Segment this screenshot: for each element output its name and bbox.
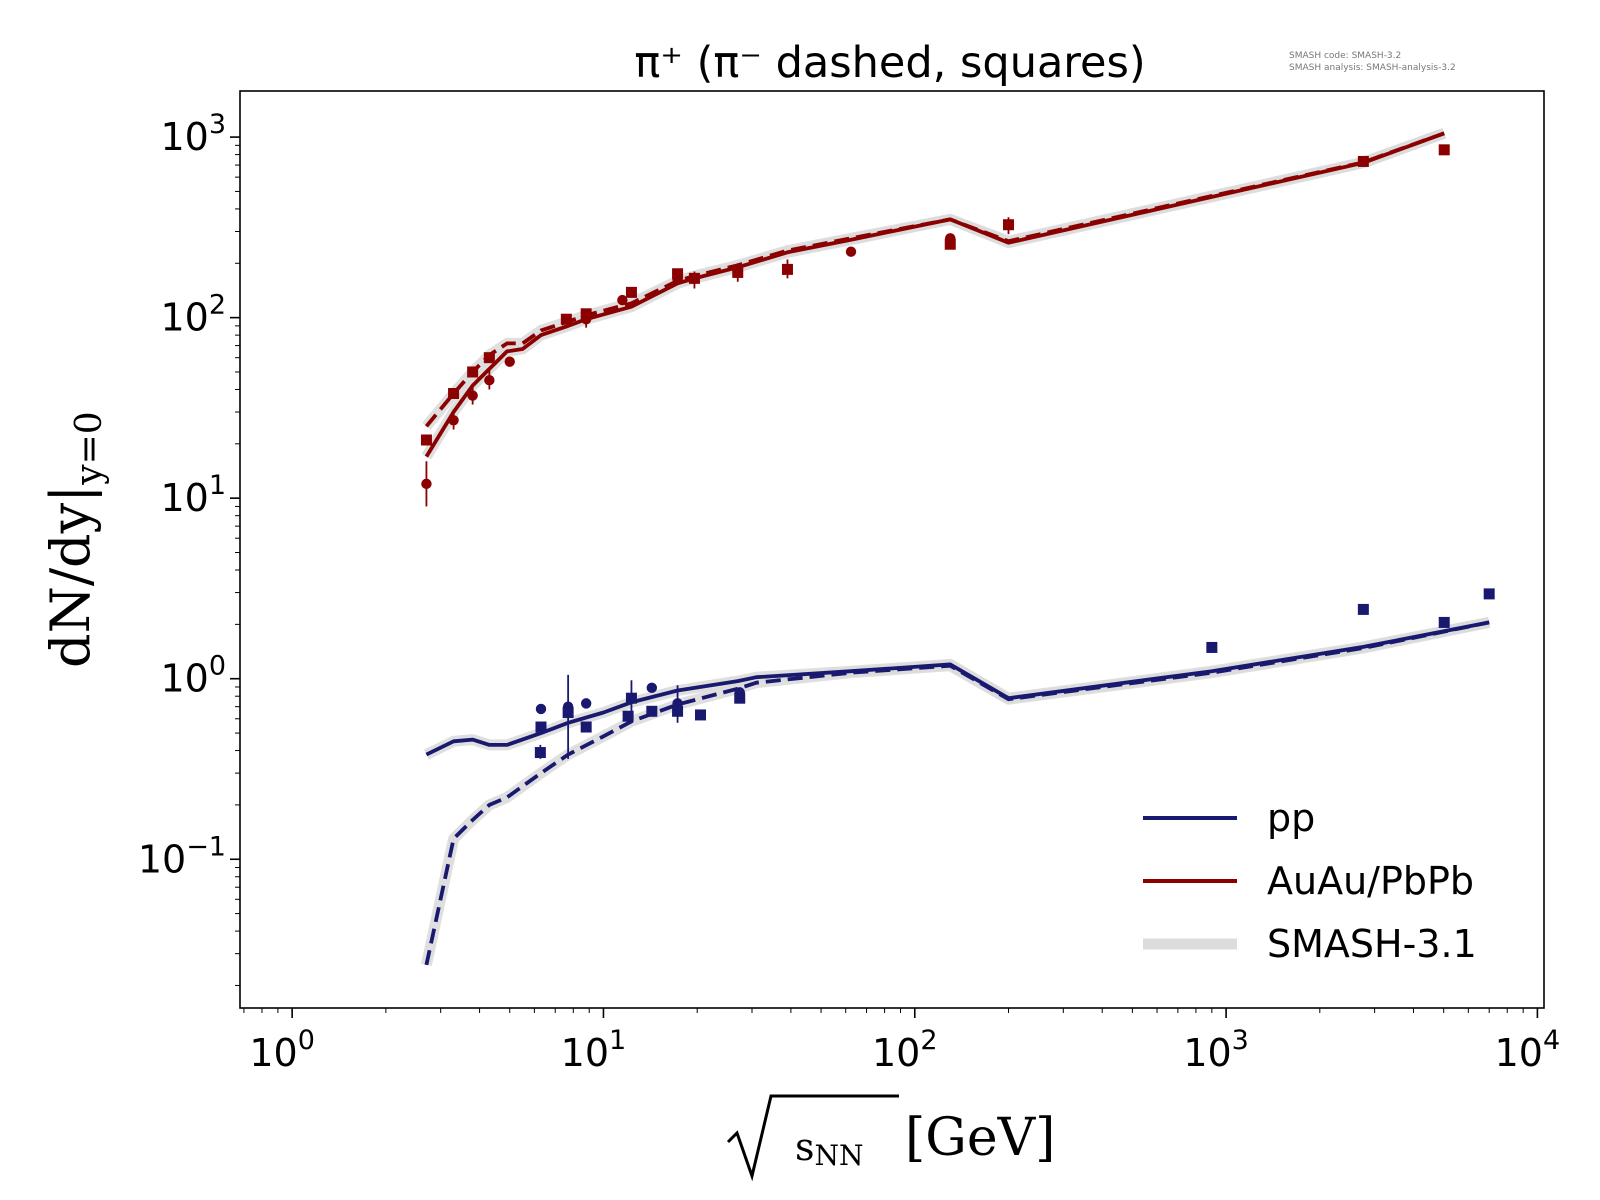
y-axis-label: dN/dy|y=0 — [39, 411, 110, 668]
legend: pp AuAu/PbPb SMASH-3.1 — [1143, 796, 1477, 966]
data-point-circle — [421, 478, 432, 490]
data-point-circle — [504, 356, 515, 367]
x-tick-label: 102 — [872, 1025, 938, 1075]
x-axis-label-var: sNN — [795, 1125, 864, 1172]
data-points — [420, 144, 1495, 759]
data-point-square — [734, 692, 746, 704]
data-point-square — [534, 747, 546, 759]
version-note: SMASH code: SMASH-3.2 SMASH analysis: SM… — [1289, 51, 1456, 73]
data-point-square — [688, 272, 700, 284]
curve-auau_piminus — [424, 131, 1445, 428]
x-tick-label: 101 — [561, 1025, 627, 1075]
data-point-square — [646, 705, 658, 717]
chart-title: π⁺ (π⁻ dashed, squares) — [634, 38, 1145, 88]
data-point-square — [944, 238, 956, 250]
data-point-circle — [580, 698, 592, 709]
data-point-square — [483, 352, 495, 364]
data-point-square — [672, 268, 684, 280]
data-point-square — [580, 721, 592, 733]
data-point-square — [1206, 641, 1218, 653]
model-curves — [424, 131, 1490, 966]
y-tick-labels: 10−1 100 101 102 103 — [138, 109, 226, 881]
version-note-line: SMASH code: SMASH-3.2 — [1289, 51, 1401, 61]
data-point-square — [1438, 616, 1450, 628]
x-axis-label-unit: [GeV] — [905, 1108, 1055, 1168]
x-tick-label: 103 — [1183, 1025, 1249, 1075]
smash-band-pp_piplus — [423, 617, 1491, 760]
data-point-circle — [646, 682, 658, 694]
data-point-square — [625, 286, 637, 298]
data-point-circle — [467, 390, 478, 401]
data-point-square — [1438, 144, 1450, 156]
smash-bands — [421, 128, 1491, 967]
data-point-square — [535, 721, 547, 733]
data-point-square — [448, 387, 460, 399]
version-note-line: SMASH analysis: SMASH-analysis-3.2 — [1289, 63, 1456, 73]
curve-pp_piminus — [424, 620, 1490, 966]
data-point-circle — [448, 415, 459, 426]
data-point-square — [420, 434, 432, 446]
data-point-square — [625, 692, 637, 704]
data-point-square — [467, 366, 479, 378]
data-point-circle — [845, 246, 857, 257]
y-tick-label: 10−1 — [138, 831, 226, 881]
data-point-square — [672, 705, 684, 717]
data-point-square — [580, 308, 592, 320]
y-tick-label: 101 — [160, 470, 226, 520]
plot-frame — [239, 90, 1545, 1009]
data-point-square — [695, 709, 707, 721]
data-point-circle — [617, 294, 628, 306]
data-point-square — [560, 313, 572, 325]
data-point-square — [1357, 155, 1369, 167]
y-tick-label: 102 — [160, 290, 226, 340]
legend-label: pp — [1267, 796, 1315, 840]
legend-label: AuAu/PbPb — [1267, 859, 1474, 903]
data-point-square — [1483, 588, 1495, 600]
data-point-square — [622, 710, 634, 722]
axis-ticks — [230, 136, 1539, 1018]
x-tick-label: 104 — [1495, 1025, 1561, 1075]
data-point-square — [1002, 219, 1014, 231]
y-axis-label-text: dN/dy|y=0 — [39, 411, 110, 668]
data-point-circle — [535, 703, 547, 715]
smash-band-pp_piminus — [421, 617, 1491, 967]
y-tick-label: 103 — [160, 109, 226, 159]
legend-label: SMASH-3.1 — [1267, 922, 1477, 966]
sqrt-symbol — [726, 1094, 899, 1182]
x-axis-label: sNN [GeV] — [726, 1094, 1055, 1182]
data-point-square — [781, 263, 793, 275]
x-tick-labels: 100 101 102 103 104 — [249, 1025, 1560, 1075]
data-point-square — [562, 706, 574, 718]
y-tick-label: 100 — [160, 651, 226, 701]
curve-pp_piplus — [425, 620, 1490, 757]
data-point-square — [1357, 603, 1369, 615]
data-point-circle — [484, 375, 495, 386]
x-tick-label: 100 — [249, 1025, 315, 1075]
data-point-square — [732, 266, 744, 278]
